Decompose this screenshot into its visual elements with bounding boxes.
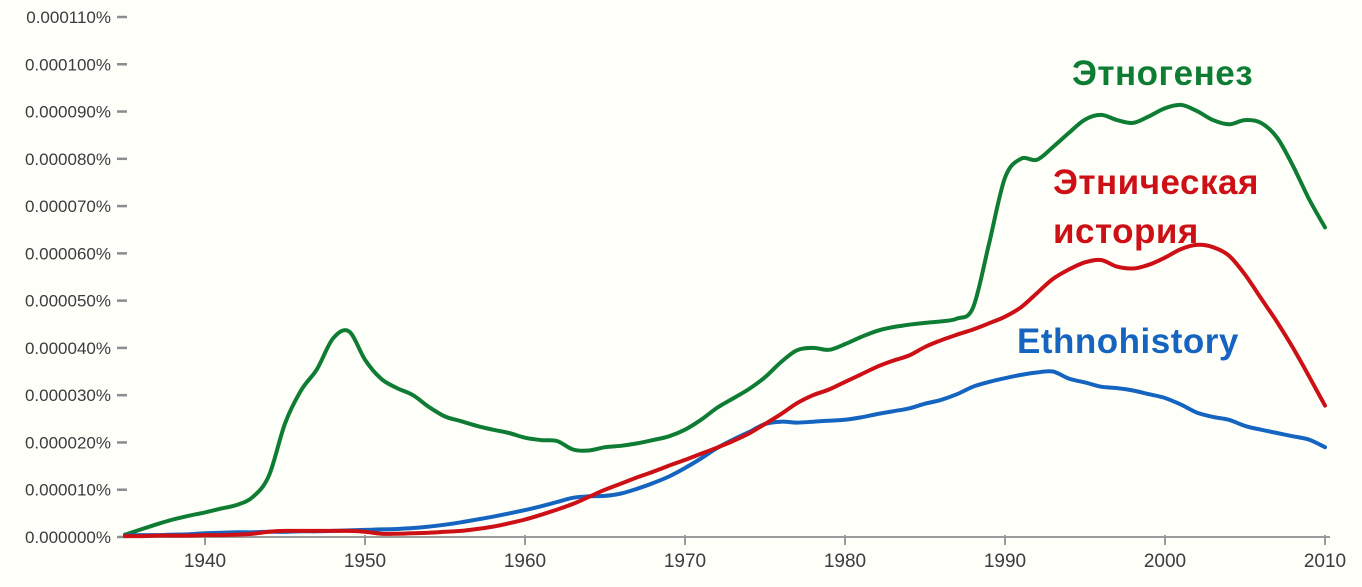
x-tick-label: 1970 (664, 551, 706, 572)
x-tick-label: 1940 (184, 551, 226, 572)
series-line-etnicheskaya-istoriya[interactable] (123, 242, 1327, 539)
x-tick-label: 1980 (824, 551, 866, 572)
series-label-line-2: история (1053, 212, 1199, 251)
y-tick-label: 0.000090% (25, 103, 111, 122)
x-tick-label: 1950 (344, 551, 386, 572)
y-tick-label: 0.000040% (25, 339, 111, 358)
x-tick-label: 1990 (984, 551, 1026, 572)
y-tick-label: 0.000020% (25, 433, 111, 452)
series-label-etnicheskaya-istoriya[interactable]: Этническая история (1053, 158, 1259, 256)
y-tick-label: 0.000070% (25, 197, 111, 216)
y-tick-label: 0.000110% (26, 8, 111, 27)
series-label-etnogenez[interactable]: Этногенез (1072, 54, 1254, 93)
y-tick-label: 0.000060% (25, 244, 111, 263)
y-tick-label: 0.000100% (25, 55, 111, 74)
series-label-line-1: Этническая (1053, 163, 1259, 202)
y-tick-label: 0.000030% (25, 386, 111, 405)
y-tick-label: 0.000000% (25, 528, 111, 547)
series-line-ethnohistory[interactable] (123, 369, 1327, 538)
y-tick-label: 0.000010% (25, 481, 111, 500)
x-tick-label: 2010 (1304, 551, 1346, 572)
x-tick-label: 2000 (1144, 551, 1186, 572)
y-tick-label: 0.000080% (25, 150, 111, 169)
series-line-etnogenez[interactable] (123, 102, 1327, 537)
y-tick-label: 0.000050% (25, 292, 111, 311)
series-label-ethnohistory[interactable]: Ethnohistory (1017, 322, 1239, 361)
x-tick-label: 1960 (504, 551, 546, 572)
